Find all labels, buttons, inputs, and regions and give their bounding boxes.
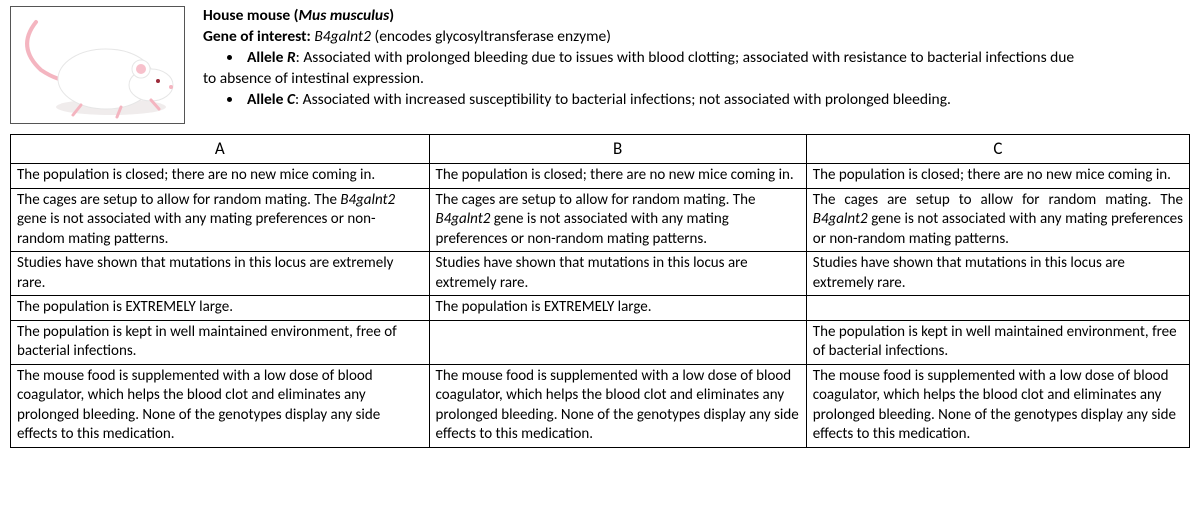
cell-c6: The mouse food is supplemented with a lo… bbox=[806, 364, 1189, 447]
table-row: The population is closed; there are no n… bbox=[11, 164, 1190, 189]
allele-list-2: Allele C: Associated with increased susc… bbox=[243, 90, 1074, 111]
table-row: The population is kept in well maintaine… bbox=[11, 320, 1190, 364]
allele-c-text: : Associated with increased susceptibili… bbox=[295, 90, 951, 109]
cell-c2: The cages are setup to allow for random … bbox=[806, 188, 1189, 252]
cell-a3: Studies have shown that mutations in thi… bbox=[11, 252, 430, 296]
table-row: The cages are setup to allow for random … bbox=[11, 188, 1190, 252]
allele-c-symbol: C bbox=[287, 90, 295, 109]
cell-b6: The mouse food is supplemented with a lo… bbox=[429, 364, 806, 447]
table-header-row: A B C bbox=[11, 135, 1190, 164]
cell-a5: The population is kept in well maintaine… bbox=[11, 320, 430, 364]
cell-a6: The mouse food is supplemented with a lo… bbox=[11, 364, 430, 447]
allele-c-label: Allele bbox=[247, 90, 287, 109]
species-title-prefix: House mouse ( bbox=[203, 6, 299, 25]
cell-b3: Studies have shown that mutations in thi… bbox=[429, 252, 806, 296]
allele-r-item: Allele R: Associated with prolonged blee… bbox=[243, 48, 1074, 69]
col-a-header: A bbox=[11, 135, 430, 164]
header-block: House mouse (Mus musculus) Gene of inter… bbox=[10, 6, 1190, 124]
gene-name: B4galnt2 bbox=[314, 27, 371, 46]
allele-r-symbol: R bbox=[287, 48, 296, 67]
species-title-suffix: ) bbox=[389, 6, 394, 25]
table-row: The mouse food is supplemented with a lo… bbox=[11, 364, 1190, 447]
allele-c-item: Allele C: Associated with increased susc… bbox=[243, 90, 1074, 111]
species-name: Mus musculus bbox=[299, 6, 390, 25]
gene-desc: (encodes glycosyltransferase enzyme) bbox=[371, 27, 611, 46]
allele-r-text-a: : Associated with prolonged bleeding due… bbox=[296, 48, 1074, 67]
cell-a4: The population is EXTREMELY large. bbox=[11, 296, 430, 321]
col-c-header: C bbox=[806, 135, 1189, 164]
cell-a1: The population is closed; there are no n… bbox=[11, 164, 430, 189]
gene-label: Gene of interest bbox=[203, 27, 307, 46]
cell-b2: The cages are setup to allow for random … bbox=[429, 188, 806, 252]
cell-b1: The population is closed; there are no n… bbox=[429, 164, 806, 189]
cell-b5 bbox=[429, 320, 806, 364]
mouse-image bbox=[10, 6, 185, 124]
col-b-header: B bbox=[429, 135, 806, 164]
table-row: Studies have shown that mutations in thi… bbox=[11, 252, 1190, 296]
cell-c1: The population is closed; there are no n… bbox=[806, 164, 1189, 189]
cell-c5: The population is kept in well maintaine… bbox=[806, 320, 1189, 364]
allele-r-text-b: to absence of intestinal expression. bbox=[203, 69, 1074, 90]
allele-r-label: Allele bbox=[247, 48, 287, 67]
conditions-table: A B C The population is closed; there ar… bbox=[10, 134, 1190, 448]
cell-c4 bbox=[806, 296, 1189, 321]
cell-b4: The population is EXTREMELY large. bbox=[429, 296, 806, 321]
allele-list: Allele R: Associated with prolonged blee… bbox=[243, 48, 1074, 69]
header-text: House mouse (Mus musculus) Gene of inter… bbox=[203, 6, 1074, 111]
table-row: The population is EXTREMELY large. The p… bbox=[11, 296, 1190, 321]
cell-a2: The cages are setup to allow for random … bbox=[11, 188, 430, 252]
cell-c3: Studies have shown that mutations in thi… bbox=[806, 252, 1189, 296]
